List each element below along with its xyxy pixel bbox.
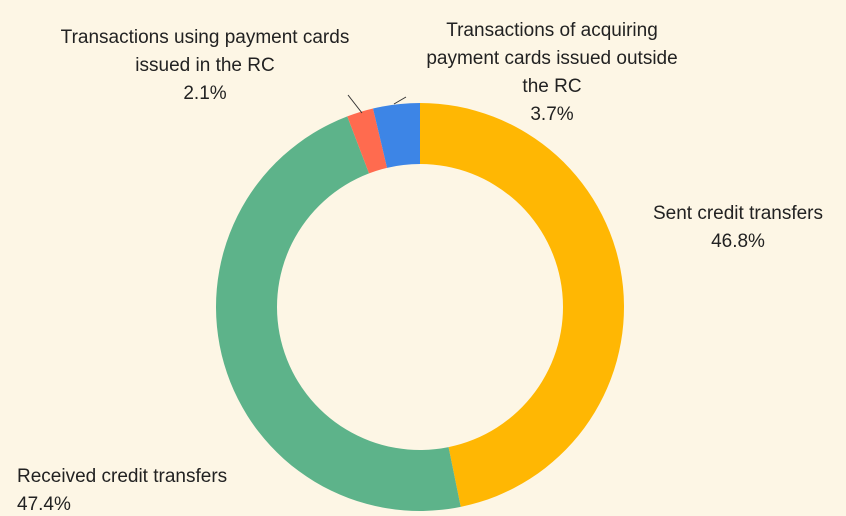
donut-slice — [215, 116, 461, 512]
label-value: 3.7% — [530, 104, 574, 125]
donut-slice — [347, 108, 388, 174]
leader-line — [347, 94, 363, 114]
slice-label: Transactions of acquiring payment cards … — [417, 17, 687, 129]
slice-label: Received credit transfers 47.4% — [17, 463, 317, 516]
label-name: Received credit transfers — [17, 466, 228, 487]
label-value: 2.1% — [183, 83, 227, 104]
donut-slice — [420, 103, 625, 507]
label-name: Sent credit transfers — [652, 203, 824, 224]
slice-label: Transactions using payment cards issued … — [55, 24, 355, 108]
label-value: 46.8% — [711, 231, 765, 252]
slice-label: Sent credit transfers 46.8% — [618, 200, 846, 256]
label-value: 47.4% — [17, 494, 71, 515]
leader-line — [393, 96, 407, 105]
donut-slice — [373, 103, 420, 168]
label-name: Transactions using payment cards issued … — [60, 27, 350, 76]
label-name: Transactions of acquiring payment cards … — [426, 20, 678, 97]
